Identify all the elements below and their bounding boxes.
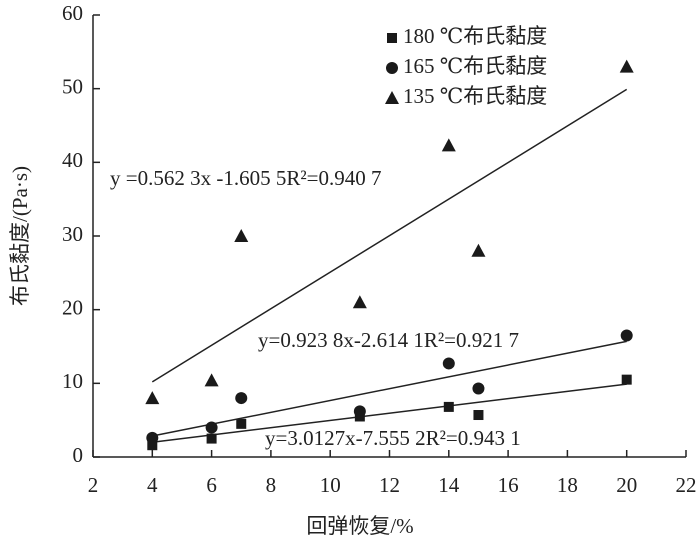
y-tick-label: 30 [62,222,83,246]
data-point [353,405,366,418]
data-point [205,421,218,434]
legend-marker [387,33,397,43]
legend-marker [385,91,399,104]
x-tick-label: 22 [676,473,697,497]
x-tick-label: 14 [438,473,460,497]
data-point [620,329,633,342]
legend-label: 135 ℃布氏黏度 [403,84,547,108]
x-axis-label: 回弹恢复/% [306,514,413,538]
data-point [443,401,454,412]
y-tick-label: 20 [62,295,83,319]
data-point [352,295,367,309]
x-tick-label: 2 [88,473,99,497]
y-tick-label: 40 [62,148,83,172]
legend-label: 180 ℃布氏黏度 [403,24,547,48]
data-point [204,373,219,387]
y-tick-label: 50 [62,74,83,98]
data-point [473,410,484,421]
x-tick-label: 10 [320,473,341,497]
data-point [145,391,160,405]
equation-annotation: y =0.562 3x -1.605 5R²=0.940 7 [110,166,381,190]
data-point [441,138,456,152]
x-tick-label: 4 [147,473,158,497]
trend-line [152,383,627,444]
data-point [234,229,249,242]
legend-label: 165 ℃布氏黏度 [403,54,547,78]
trend-line [151,88,628,383]
data-point [619,59,634,73]
y-axis-label: 布氏黏度/(Pa·s) [8,166,32,306]
x-tick-label: 20 [616,473,637,497]
x-tick-label: 6 [206,473,217,497]
y-tick-label: 0 [73,443,84,467]
y-tick-label: 60 [62,1,83,25]
trend-line [152,340,627,437]
x-tick-label: 12 [379,473,400,497]
legend-marker [386,62,398,74]
y-tick-label: 10 [62,369,83,393]
data-point [442,357,455,370]
x-tick-label: 16 [498,473,519,497]
data-point [147,440,158,451]
equation-annotation: y=3.0127x-7.555 2R²=0.943 1 [265,426,521,450]
data-point [472,382,485,395]
data-point [236,418,247,429]
data-point [206,433,217,444]
x-tick-label: 18 [557,473,578,497]
data-point [621,374,632,385]
equation-annotation: y=0.923 8x-2.614 1R²=0.921 7 [258,328,519,352]
data-point [471,243,486,257]
data-point [146,431,159,444]
data-point [235,392,248,405]
x-tick-label: 8 [266,473,277,497]
